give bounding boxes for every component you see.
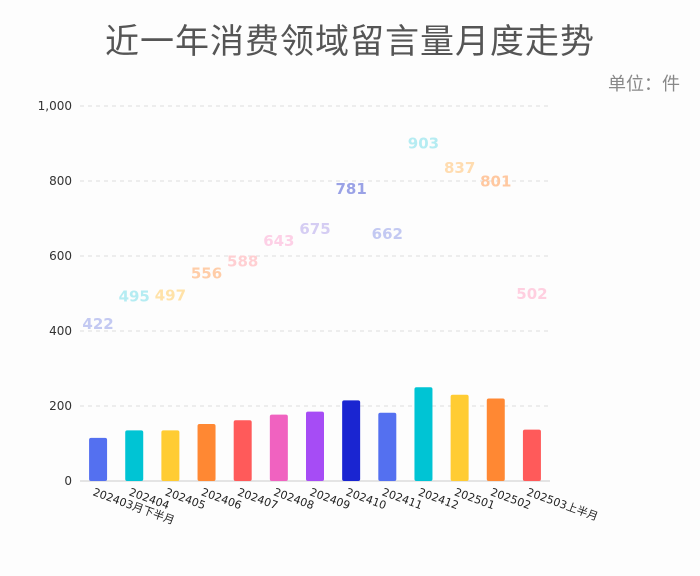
data-label: 781	[335, 180, 366, 198]
data-label: 497	[155, 287, 186, 305]
data-label: 495	[119, 287, 150, 305]
data-label: 643	[263, 232, 294, 250]
unit-label: 单位：件	[608, 74, 680, 95]
x-tick-label: 202405	[163, 486, 207, 513]
x-tick-label: 202501	[453, 486, 497, 513]
data-label: 422	[82, 315, 113, 333]
y-tick-label: 800	[49, 174, 72, 188]
bar	[342, 400, 361, 481]
data-label: 903	[408, 134, 439, 152]
bar	[414, 387, 433, 481]
x-tick-label: 202503上半月	[525, 485, 600, 524]
bar	[450, 394, 469, 481]
bar	[89, 437, 108, 481]
y-tick-label: 0	[64, 474, 72, 488]
data-label: 801	[480, 173, 511, 191]
data-label: 556	[191, 265, 222, 283]
data-label: 502	[516, 285, 547, 303]
bar	[486, 398, 505, 481]
bar	[125, 430, 144, 481]
data-label: 662	[372, 225, 403, 243]
bar	[306, 411, 324, 481]
bar	[161, 430, 180, 481]
x-tick-label: 202502	[489, 486, 533, 513]
y-tick-label: 1,000	[38, 99, 72, 113]
x-tick-label: 202406	[200, 486, 244, 513]
bar	[233, 420, 252, 481]
bar	[378, 412, 397, 481]
chart-title: 近一年消费领域留言量月度走势	[105, 22, 595, 62]
bar	[269, 414, 288, 481]
data-label: 837	[444, 159, 475, 177]
data-label: 588	[227, 253, 258, 271]
bar	[197, 424, 216, 481]
x-tick-label: 202409	[308, 486, 352, 513]
y-tick-label: 600	[49, 249, 72, 263]
data-label: 675	[299, 220, 330, 238]
bar	[522, 429, 541, 481]
y-tick-label: 200	[49, 399, 72, 413]
x-tick-label: 202412	[416, 486, 460, 513]
x-tick-label: 202408	[272, 486, 316, 513]
x-tick-label: 202407	[236, 486, 280, 513]
x-tick-label: 202411	[380, 486, 424, 513]
x-tick-label: 202410	[344, 486, 388, 513]
y-tick-label: 400	[49, 324, 72, 338]
